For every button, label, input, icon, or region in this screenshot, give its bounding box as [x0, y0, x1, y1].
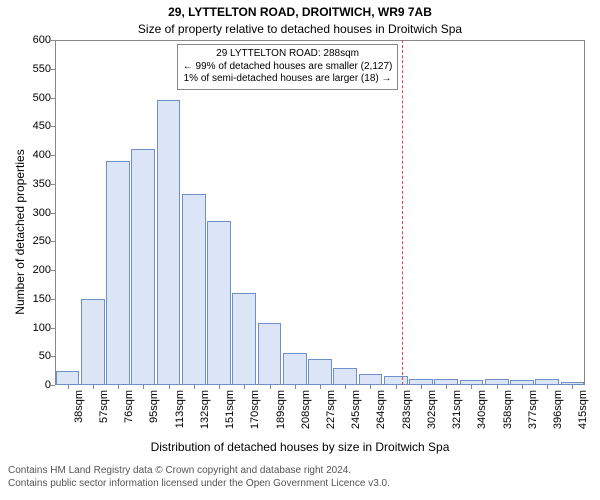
x-tick-mark — [396, 385, 397, 389]
y-tick-label: 100 — [33, 322, 51, 334]
histogram-bar — [384, 376, 408, 385]
x-tick-mark — [471, 385, 472, 389]
histogram-bar — [333, 368, 357, 385]
histogram-bar — [157, 100, 181, 385]
x-tick-label: 377sqm — [527, 390, 539, 429]
x-tick-label: 302sqm — [426, 390, 438, 429]
x-tick-label: 95sqm — [148, 390, 160, 423]
histogram-bar — [258, 323, 282, 385]
y-tick-mark — [51, 98, 55, 99]
y-tick-mark — [51, 356, 55, 357]
histogram-bar — [182, 194, 206, 385]
x-axis-label: Distribution of detached houses by size … — [0, 440, 600, 454]
x-tick-label: 208sqm — [300, 390, 312, 429]
x-tick-label: 227sqm — [325, 390, 337, 429]
x-tick-label: 358sqm — [502, 390, 514, 429]
x-tick-mark — [572, 385, 573, 389]
x-tick-mark — [522, 385, 523, 389]
x-tick-mark — [345, 385, 346, 389]
histogram-bar — [56, 371, 80, 385]
marker-line — [402, 40, 403, 385]
x-tick-label: 283sqm — [401, 390, 413, 429]
marker-line2: 1% of semi-detached houses are larger (1… — [183, 73, 393, 86]
y-tick-mark — [51, 213, 55, 214]
histogram-bar — [283, 353, 307, 385]
marker-annotation: 29 LYTTELTON ROAD: 288sqm← 99% of detach… — [177, 44, 399, 90]
x-tick-label: 113sqm — [174, 390, 186, 428]
x-tick-label: 57sqm — [98, 390, 110, 423]
y-tick-label: 150 — [33, 293, 51, 305]
x-tick-label: 151sqm — [224, 390, 236, 429]
y-tick-mark — [51, 126, 55, 127]
x-tick-mark — [219, 385, 220, 389]
histogram-bar — [308, 359, 332, 385]
x-tick-mark — [169, 385, 170, 389]
x-tick-mark — [244, 385, 245, 389]
y-tick-label: 50 — [39, 350, 51, 362]
y-tick-mark — [51, 184, 55, 185]
y-tick-mark — [51, 155, 55, 156]
y-tick-label: 400 — [33, 149, 51, 161]
marker-line1: ← 99% of detached houses are smaller (2,… — [183, 61, 393, 74]
y-tick-mark — [51, 69, 55, 70]
x-tick-mark — [270, 385, 271, 389]
x-tick-mark — [320, 385, 321, 389]
x-tick-label: 38sqm — [73, 390, 85, 423]
x-tick-label: 189sqm — [275, 390, 287, 429]
x-tick-mark — [68, 385, 69, 389]
y-tick-label: 600 — [33, 34, 51, 46]
x-tick-label: 245sqm — [350, 390, 362, 429]
y-tick-mark — [51, 270, 55, 271]
histogram-bar — [359, 374, 383, 386]
x-tick-mark — [118, 385, 119, 389]
x-tick-mark — [370, 385, 371, 389]
x-tick-mark — [93, 385, 94, 389]
x-tick-mark — [143, 385, 144, 389]
histogram-bar — [232, 293, 256, 385]
footnote-line2: Contains public sector information licen… — [8, 478, 390, 489]
x-tick-mark — [295, 385, 296, 389]
y-tick-mark — [51, 385, 55, 386]
histogram-bar — [207, 221, 231, 385]
x-tick-label: 321sqm — [451, 390, 463, 429]
y-tick-mark — [51, 40, 55, 41]
y-tick-label: 250 — [33, 235, 51, 247]
histogram-bar — [131, 149, 155, 385]
histogram-bar — [106, 161, 130, 385]
y-tick-label: 550 — [33, 63, 51, 75]
x-tick-mark — [497, 385, 498, 389]
x-tick-label: 76sqm — [123, 390, 135, 423]
y-tick-mark — [51, 299, 55, 300]
x-tick-label: 132sqm — [199, 390, 211, 429]
histogram-bar — [81, 299, 105, 385]
x-tick-mark — [547, 385, 548, 389]
y-tick-mark — [51, 241, 55, 242]
y-tick-label: 350 — [33, 178, 51, 190]
marker-title: 29 LYTTELTON ROAD: 288sqm — [183, 48, 393, 61]
y-tick-label: 450 — [33, 120, 51, 132]
x-tick-label: 396sqm — [552, 390, 564, 429]
x-tick-label: 264sqm — [375, 390, 387, 429]
y-axis-label: Number of detached properties — [13, 142, 27, 322]
x-tick-label: 340sqm — [476, 390, 488, 429]
x-tick-label: 415sqm — [577, 390, 589, 429]
x-tick-mark — [446, 385, 447, 389]
plot-area: 05010015020025030035040045050055060038sq… — [55, 40, 585, 385]
y-tick-label: 300 — [33, 207, 51, 219]
x-tick-mark — [421, 385, 422, 389]
x-tick-mark — [194, 385, 195, 389]
y-tick-label: 500 — [33, 92, 51, 104]
chart-subtitle: Size of property relative to detached ho… — [0, 22, 600, 36]
y-tick-mark — [51, 328, 55, 329]
y-tick-label: 200 — [33, 264, 51, 276]
chart-title: 29, LYTTELTON ROAD, DROITWICH, WR9 7AB — [0, 5, 600, 19]
footnote-line1: Contains HM Land Registry data © Crown c… — [8, 465, 351, 476]
x-tick-label: 170sqm — [249, 390, 261, 429]
